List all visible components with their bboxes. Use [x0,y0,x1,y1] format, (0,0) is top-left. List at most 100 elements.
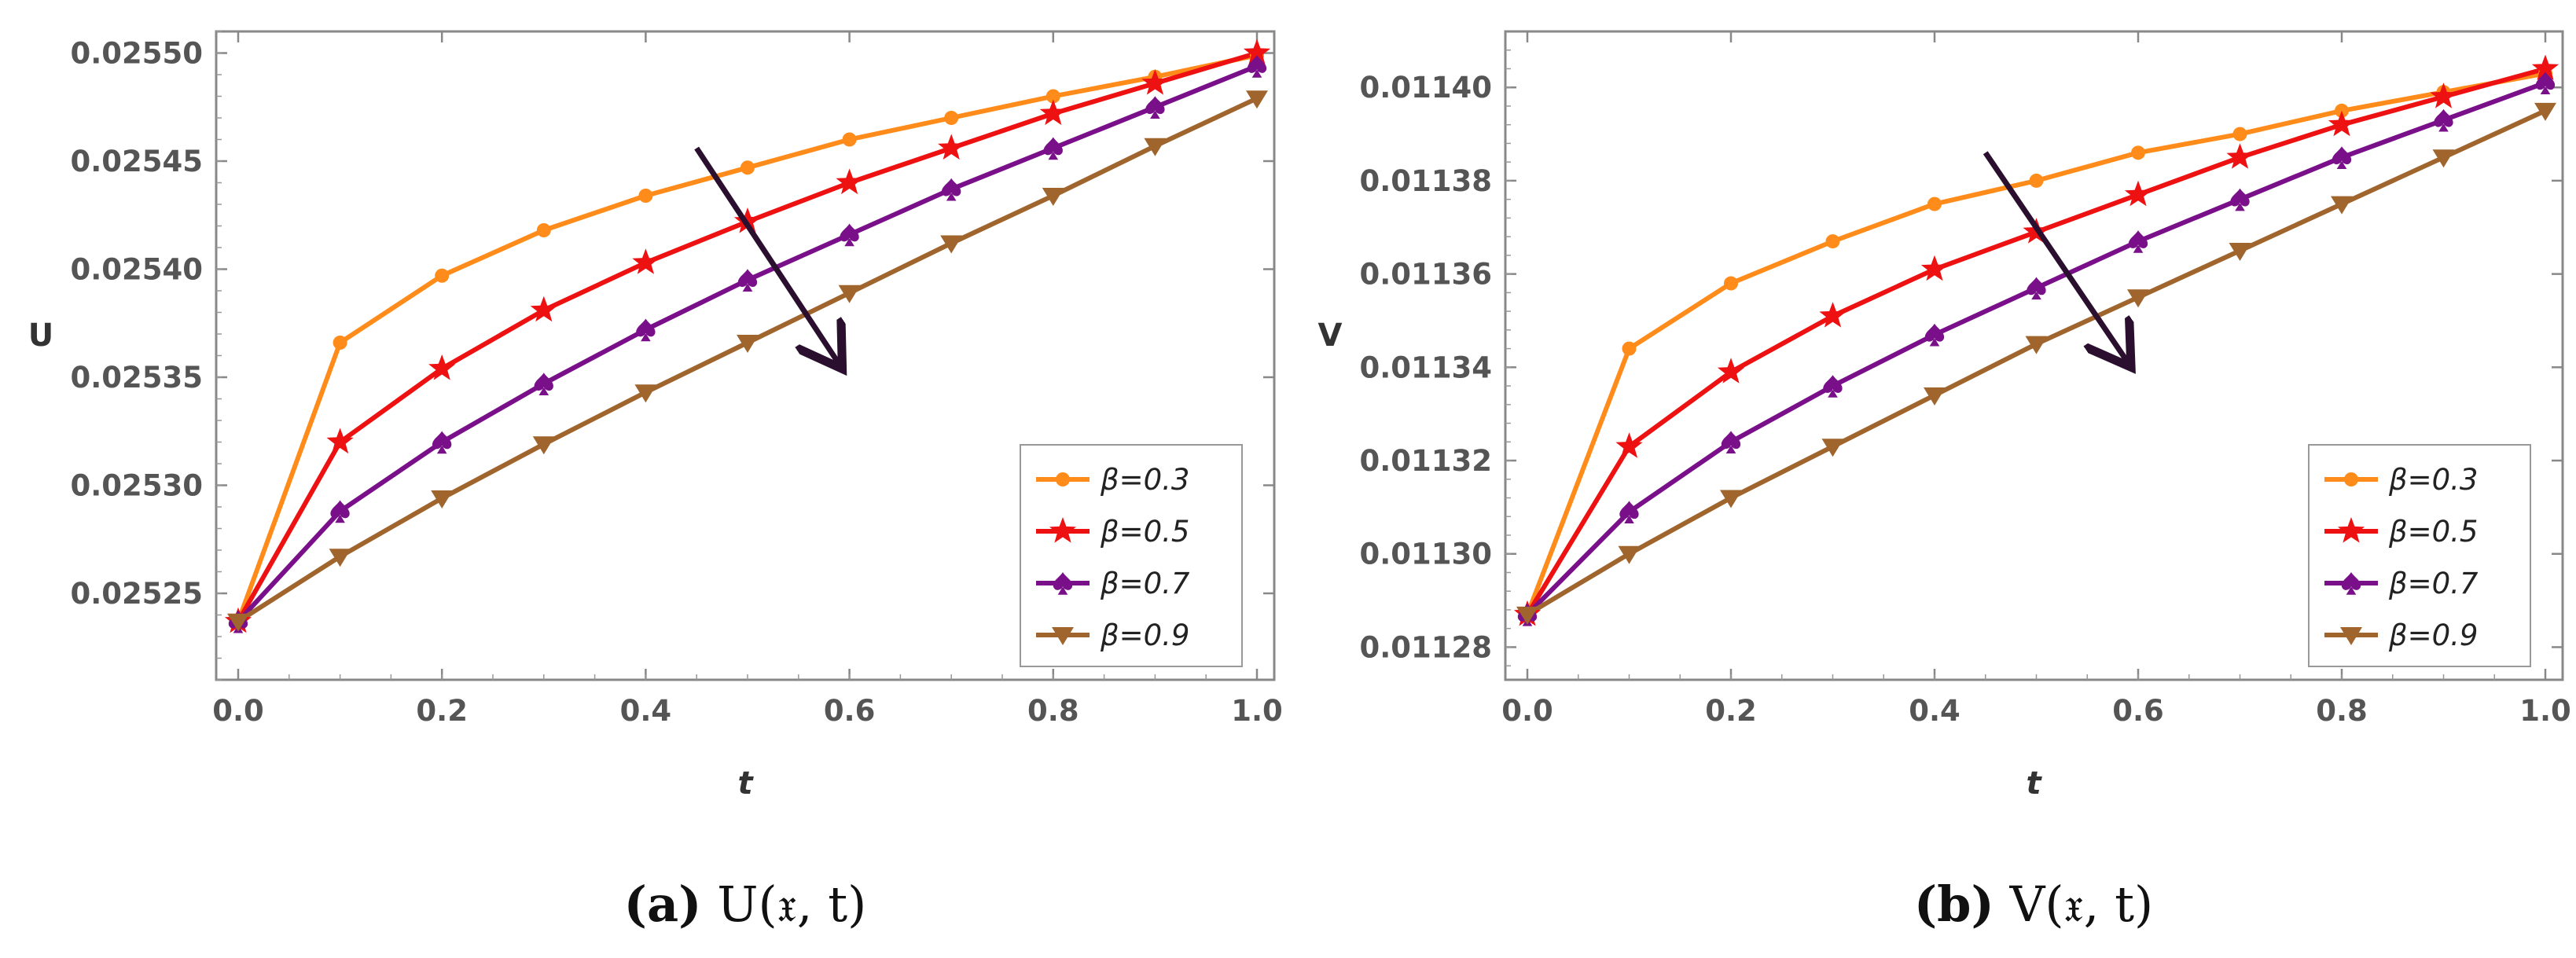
x-tick-label: 0.0 [1501,694,1553,728]
data-point [1823,375,1843,398]
legend-label: β=0.5 [2388,515,2478,549]
data-point [838,284,861,303]
data-point [2430,83,2457,108]
data-point [2328,110,2356,137]
legend-swatch-marker [1052,627,1074,645]
caption-a: (a) U(𝔵, t) [624,875,867,933]
caption-math: U(𝔵, t) [717,875,866,933]
data-point [840,223,859,247]
y-tick-label: 0.02525 [70,577,203,611]
data-point [2226,143,2254,169]
x-tick-label: 0.2 [416,694,468,728]
y-tick-label: 0.01128 [1359,630,1492,664]
caption-b: (b) V(𝔵, t) [1914,875,2153,933]
x-tick-label: 0.6 [2112,694,2164,728]
y-tick-label: 0.02550 [70,37,203,71]
caption-prefix: (b) [1914,875,1994,933]
data-point [1622,341,1637,356]
data-point [1720,490,1742,508]
legend-label: β=0.5 [1100,515,1189,549]
x-tick-label: 0.8 [2316,694,2368,728]
x-tick-label: 1.0 [2519,694,2571,728]
data-point [1615,432,1643,458]
data-point [942,178,961,201]
data-point [737,335,759,353]
data-point [530,295,557,322]
data-point [1039,99,1067,126]
data-point [1717,358,1745,384]
data-point [431,490,454,508]
data-point [1724,276,1738,291]
data-point [2029,173,2044,188]
y-tick-label: 0.02535 [70,361,203,395]
data-point [638,189,653,203]
x-tick-label: 0.8 [1027,694,1079,728]
x-tick-label: 0.4 [620,694,672,728]
data-point [330,500,350,523]
data-point [227,613,249,632]
data-point [1619,501,1639,524]
data-point [536,223,551,237]
legend-swatch-marker [1049,517,1077,543]
data-point [2027,277,2046,300]
y-tick-label: 0.02530 [70,469,203,503]
legend-label: β=0.3 [1100,463,1189,497]
y-tick-label: 0.02545 [70,145,203,178]
legend-label: β=0.9 [1100,618,1189,652]
data-point [1618,545,1641,564]
data-point [428,354,456,380]
data-point [2534,102,2556,121]
data-point [1924,323,1945,347]
data-point [333,336,347,350]
data-point [2128,230,2148,253]
x-axis-label: t [737,765,754,802]
legend-label: β=0.7 [1100,567,1190,600]
legend: β=0.3 β=0.5 β=0.7 β=0.9 [2308,444,2531,667]
y-tick-label: 0.02540 [70,253,203,287]
data-point [2230,188,2250,211]
data-point [1819,302,1847,328]
data-point [1042,188,1064,206]
y-tick-label: 0.01138 [1359,164,1492,198]
data-point [636,318,656,342]
data-point [1721,431,1741,454]
data-point [1920,255,1949,281]
data-point [2127,289,2149,308]
x-tick-label: 0.2 [1705,694,1757,728]
panel-a: 0.0 0.2 0.4 0.6 0.8 1.0 0.02525 0.02530 0.02535 0… [28,30,1283,933]
data-point [634,384,657,403]
data-point [842,132,857,147]
legend-label: β=0.9 [2388,618,2478,652]
data-point [1144,138,1167,156]
data-point [1141,69,1169,95]
data-point [2331,196,2353,215]
data-point [836,168,863,195]
data-point [435,268,450,283]
legend-swatch-marker [1056,472,1070,486]
data-point [2124,180,2152,207]
data-point [2535,72,2556,94]
x-tick-label: 0.4 [1909,694,1960,728]
data-point [1043,137,1063,160]
data-point [532,436,555,455]
data-point [2434,108,2453,132]
data-point [1145,96,1165,119]
legend: β=0.3 β=0.5 β=0.7 β=0.9 [1020,444,1243,667]
y-tick-label: 0.01136 [1359,258,1492,292]
x-tick-label: 1.0 [1231,694,1283,728]
data-point [2531,54,2559,80]
data-point [1825,234,1840,249]
y-tick-label: 0.01132 [1359,444,1492,478]
legend-label: β=0.3 [2388,463,2478,497]
data-point [737,269,758,292]
y-axis-label: U [28,317,53,354]
data-point [326,428,354,454]
data-point [329,549,351,567]
data-point [2232,127,2247,141]
data-point [740,160,755,175]
y-tick-label: 0.01134 [1359,351,1492,384]
data-point [1246,90,1268,109]
legend-label: β=0.7 [2388,567,2479,600]
data-point [2131,145,2145,160]
